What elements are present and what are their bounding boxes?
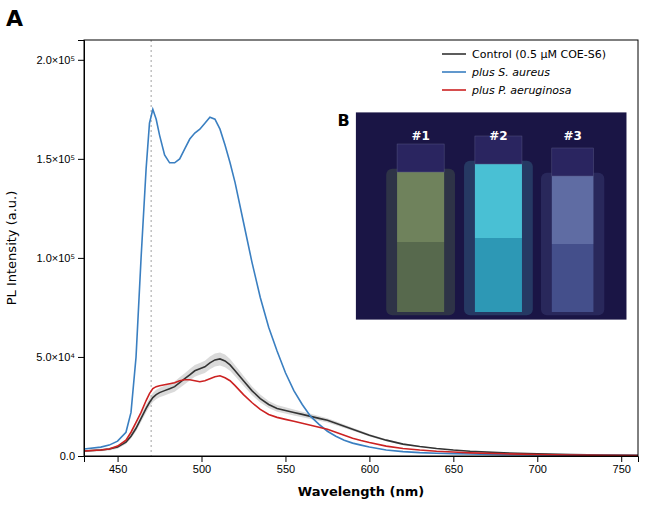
tick-mark xyxy=(78,159,84,160)
tick-label: 650 xyxy=(445,463,463,475)
tick: 0.0 xyxy=(60,450,84,462)
tick-mark xyxy=(118,456,119,462)
axis-line xyxy=(85,457,639,463)
tick-label: 2.0×10⁵ xyxy=(36,54,75,66)
tube-label: #2 xyxy=(489,129,507,143)
tick: 450 xyxy=(109,456,127,475)
x-axis: 450 500 550 600 650 700 750 xyxy=(85,456,639,475)
tick: 500 xyxy=(193,456,211,475)
tick-label: 750 xyxy=(613,463,631,475)
tube-cap xyxy=(552,148,594,176)
tick: 750 xyxy=(613,456,631,475)
reference-line xyxy=(151,40,152,456)
tick-mark xyxy=(202,456,203,462)
tick-label: 1.0×10⁵ xyxy=(36,252,75,264)
tick-label: 550 xyxy=(277,463,295,475)
tube-body xyxy=(397,172,444,242)
inset: #1 #2 #3 xyxy=(355,112,626,320)
tick-mark xyxy=(453,456,454,462)
tick-mark xyxy=(285,456,286,462)
tick-mark xyxy=(621,456,622,462)
error-band xyxy=(84,352,638,455)
legend-label: Control (0.5 μM COE-S6) xyxy=(472,48,606,61)
tube-label: #3 xyxy=(563,129,581,143)
tick-mark xyxy=(78,357,84,358)
tick: 2.0×10⁵ xyxy=(36,54,84,66)
tick: 1.0×10⁵ xyxy=(36,252,84,264)
tick: 5.0×10⁴ xyxy=(36,351,84,363)
series-line xyxy=(84,359,638,455)
tube-body xyxy=(552,176,594,244)
tick-label: 500 xyxy=(193,463,211,475)
x-axis-title: Wavelength (nm) xyxy=(298,484,424,499)
y-axis-title: PL Intensity (a.u.) xyxy=(4,191,19,306)
panel-label: A xyxy=(6,6,23,31)
tick-mark xyxy=(537,456,538,462)
tick: 700 xyxy=(529,456,547,475)
series-line xyxy=(84,376,638,456)
tube-body xyxy=(552,244,594,312)
legend-label: plus P. aeruginosa xyxy=(471,84,572,97)
tick-mark xyxy=(78,60,84,61)
legend-swatch xyxy=(442,71,466,73)
tick: 600 xyxy=(361,456,379,475)
plot-frame xyxy=(84,40,638,456)
tube-cap xyxy=(397,144,444,172)
tick-label: 5.0×10⁴ xyxy=(36,351,75,363)
tick-label: 700 xyxy=(529,463,547,475)
y-axis: 0.0 5.0×10⁴ 1.0×10⁵ 1.5×10⁵ 2.0×10⁵ xyxy=(36,41,84,463)
tick-label: 0.0 xyxy=(60,450,75,462)
tube-body xyxy=(475,238,522,312)
tube-body xyxy=(475,164,522,238)
tick: 550 xyxy=(277,456,295,475)
tick-mark xyxy=(369,456,370,462)
tick: 650 xyxy=(445,456,463,475)
marks xyxy=(84,40,638,456)
inset-background xyxy=(355,112,626,320)
legend-swatch xyxy=(442,53,466,55)
panel-label: B xyxy=(337,111,349,130)
tick-label: 1.5×10⁵ xyxy=(36,153,75,165)
tube-label: #1 xyxy=(411,129,429,143)
tick: 1.5×10⁵ xyxy=(36,153,84,165)
plot: 450 500 550 600 650 700 750 0.0 5.0×10⁴ 1.0×10⁵ 1.… xyxy=(4,6,639,499)
legend-label: plus S. aureus xyxy=(471,66,550,79)
tick-label: 450 xyxy=(109,463,127,475)
tube-glow xyxy=(541,173,604,315)
legend-swatch xyxy=(442,89,466,91)
tube-glow xyxy=(464,161,533,315)
legend: Control (0.5 μM COE-S6) plus S. aureus plu… xyxy=(442,48,606,97)
tick-label: 600 xyxy=(361,463,379,475)
tick-mark xyxy=(78,258,84,259)
tube-glow xyxy=(386,169,455,315)
tick-mark xyxy=(78,456,84,457)
chart: 450 500 550 600 650 700 750 0.0 5.0×10⁴ 1.0×10⁵ 1.… xyxy=(0,0,658,508)
series-line xyxy=(84,109,638,455)
tube-body xyxy=(397,242,444,312)
